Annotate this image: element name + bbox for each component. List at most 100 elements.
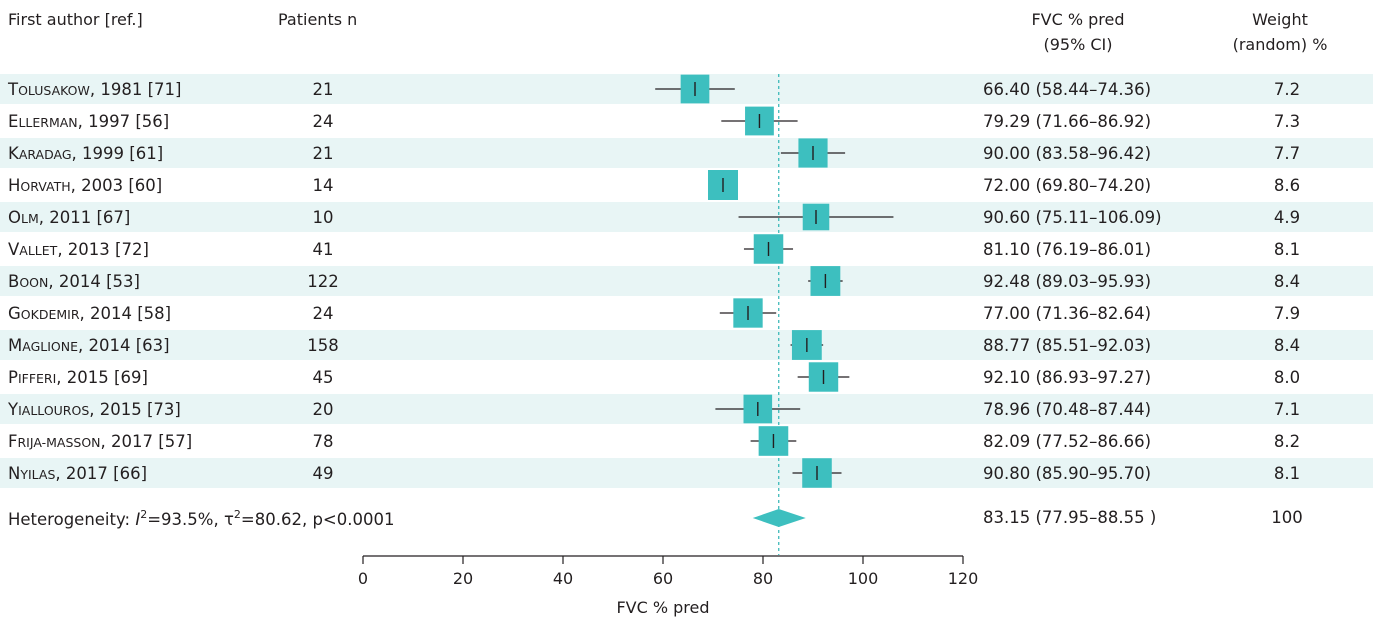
ci-text: 79.29 (71.66–86.92) (983, 112, 1151, 131)
heterogeneity-prefix: Heterogeneity: (8, 510, 135, 529)
x-axis-ticks: 0 20 40 60 80 100 120 (358, 556, 978, 588)
author-rest: RIJA-MASSON (18, 435, 101, 450)
author-rest: LLERMAN (18, 115, 77, 130)
summary-weight-text: 100 (1271, 508, 1303, 527)
row-band (0, 458, 1373, 488)
x-tick-label: 20 (453, 569, 473, 588)
summary-ci-text: 83.15 (77.95–88.55 ) (983, 508, 1156, 527)
header-patients: Patients n (278, 10, 357, 29)
author-rest: ARADAG (19, 147, 72, 162)
patients-count: 122 (307, 272, 339, 291)
row-band (0, 202, 1373, 232)
patients-count: 24 (313, 112, 334, 131)
author-initial: G (8, 304, 21, 323)
patients-count: 78 (313, 432, 334, 451)
study-author: KARADAG, 1999 [61] (8, 144, 163, 163)
author-initial: E (8, 112, 18, 131)
author-rest: OLUSAKOW (18, 83, 90, 98)
row-band (0, 266, 1373, 296)
table-row: OLM, 2011 [67] 10 90.60 (75.11–106.09) 4.9 (8, 203, 1300, 231)
header-weight-line2: (random) % (1233, 35, 1328, 54)
x-tick-label: 80 (753, 569, 773, 588)
weight-text: 8.4 (1274, 272, 1300, 291)
table-row: TOLUSAKOW, 1981 [71] 21 66.40 (58.44–74.36… (7, 74, 1300, 104)
x-tick-label: 120 (948, 569, 979, 588)
author-initial: K (8, 144, 20, 163)
author-rest: YILAS (19, 467, 55, 482)
summary-row: Heterogeneity: I2=93.5%, τ2=80.62, p<0.0… (8, 508, 1303, 529)
author-initial: P (8, 368, 18, 387)
i2-superscript: 2 (140, 508, 147, 521)
x-tick-label: 100 (848, 569, 879, 588)
table-row: VALLET, 2013 [72] 41 81.10 (76.19–86.01) 8.… (8, 234, 1300, 264)
table-row: KARADAG, 1999 [61] 21 90.00 (83.58–96.42) 7… (8, 138, 1300, 168)
study-rows: TOLUSAKOW, 1981 [71] 21 66.40 (58.44–74.36… (7, 74, 1300, 488)
patients-count: 21 (313, 144, 334, 163)
table-row: YIALLOUROS, 2015 [73] 20 78.96 (70.48–87.4… (7, 394, 1300, 424)
study-author: OLM, 2011 [67] (8, 208, 130, 227)
weight-text: 8.2 (1274, 432, 1300, 451)
table-row: PIFFERI, 2015 [69] 45 92.10 (86.93–97.27) 8… (8, 362, 1300, 392)
ci-text: 90.60 (75.11–106.09) (983, 208, 1162, 227)
author-rest: OKDEMIR (21, 307, 80, 322)
study-author: PIFFERI, 2015 [69] (8, 368, 148, 387)
author-year-ref: , 2014 [63] (78, 336, 170, 355)
author-year-ref: , 2013 [72] (57, 240, 149, 259)
author-year-ref: , 1997 [56] (78, 112, 170, 131)
author-rest: LM (21, 211, 39, 226)
author-rest: IFFERI (18, 371, 56, 386)
row-band (0, 394, 1373, 424)
ci-text: 82.09 (77.52–86.66) (983, 432, 1151, 451)
patients-count: 14 (313, 176, 334, 195)
weight-text: 7.2 (1274, 80, 1300, 99)
tau2-value: =80.62, p<0.0001 (241, 510, 395, 529)
table-row: FRIJA-MASSON, 2017 [57] 78 82.09 (77.52–86… (8, 426, 1300, 456)
column-headers: First author [ref.] Patients n FVC % pre… (8, 10, 1327, 54)
study-author: YIALLOUROS, 2015 [73] (7, 400, 181, 419)
ci-text: 92.10 (86.93–97.27) (983, 368, 1151, 387)
author-initial: T (7, 80, 19, 99)
author-rest: AGLIONE (22, 339, 78, 354)
author-year-ref: , 2015 [69] (56, 368, 148, 387)
weight-text: 8.1 (1274, 464, 1300, 483)
table-row: HORVATH, 2003 [60] 14 72.00 (69.80–74.20) 8… (8, 170, 1300, 200)
i2-symbol: I (135, 510, 140, 529)
author-rest: OON (19, 275, 48, 290)
weight-text: 7.1 (1274, 400, 1300, 419)
header-weight-line1: Weight (1252, 10, 1308, 29)
weight-text: 7.7 (1274, 144, 1300, 163)
ci-text: 81.10 (76.19–86.01) (983, 240, 1151, 259)
patients-count: 45 (313, 368, 334, 387)
ci-text: 92.48 (89.03–95.93) (983, 272, 1151, 291)
study-author: TOLUSAKOW, 1981 [71] (7, 80, 181, 99)
author-year-ref: , 2003 [60] (71, 176, 163, 195)
heterogeneity-text: Heterogeneity: I2=93.5%, τ2=80.62, p<0.0… (8, 508, 395, 529)
x-tick-label: 40 (553, 569, 573, 588)
author-initial: F (8, 432, 18, 451)
author-year-ref: , 1999 [61] (72, 144, 164, 163)
i2-value: =93.5%, (147, 510, 224, 529)
x-tick-label: 60 (653, 569, 673, 588)
study-author: BOON, 2014 [53] (8, 272, 140, 291)
weight-text: 8.6 (1274, 176, 1300, 195)
row-band (0, 330, 1373, 360)
author-year-ref: , 2017 [57] (101, 432, 193, 451)
ci-text: 77.00 (71.36–82.64) (983, 304, 1151, 323)
header-effect-line1: FVC % pred (1031, 10, 1124, 29)
weight-text: 8.4 (1274, 336, 1300, 355)
author-initial: Y (7, 400, 19, 419)
weight-text: 8.0 (1274, 368, 1300, 387)
ci-text: 90.00 (83.58–96.42) (983, 144, 1151, 163)
tau2-superscript: 2 (234, 508, 241, 521)
weight-text: 7.3 (1274, 112, 1300, 131)
patients-count: 41 (313, 240, 334, 259)
study-author: VALLET, 2013 [72] (8, 240, 149, 259)
row-band (0, 138, 1373, 168)
author-year-ref: , 2014 [58] (80, 304, 172, 323)
author-year-ref: , 2017 [66] (55, 464, 147, 483)
table-row: BOON, 2014 [53] 122 92.48 (89.03–95.93) 8.4 (8, 266, 1300, 296)
weight-text: 8.1 (1274, 240, 1300, 259)
author-initial: H (8, 176, 20, 195)
author-year-ref: , 2011 [67] (39, 208, 131, 227)
